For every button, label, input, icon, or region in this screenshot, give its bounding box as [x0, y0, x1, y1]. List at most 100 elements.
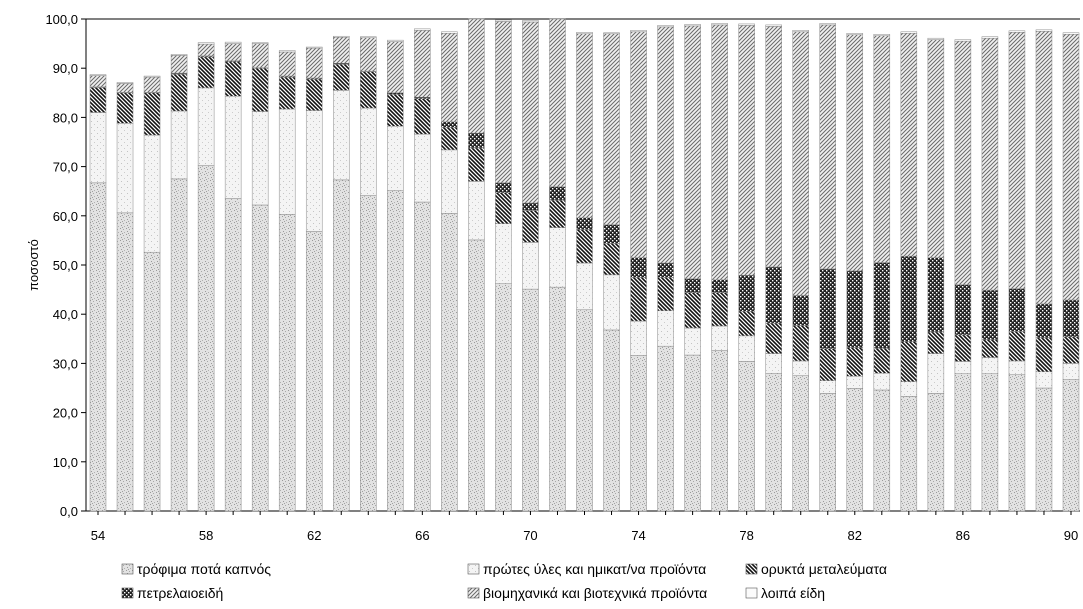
bar-segment-3 — [576, 229, 593, 264]
bar-segment-1 — [333, 179, 350, 512]
bar-segment-5 — [414, 30, 431, 98]
bar-segment-3 — [143, 92, 161, 136]
bar-segment-3 — [819, 348, 836, 381]
bar-segment-2 — [981, 357, 999, 374]
bar-segment-2 — [873, 372, 891, 391]
bar-segment-5 — [819, 24, 836, 270]
bar-segment-3 — [873, 347, 891, 374]
bar-segment-3 — [278, 76, 296, 110]
bar-segment-5 — [900, 33, 918, 257]
bar-segment-3 — [333, 64, 350, 91]
bar-segment-6 — [873, 34, 891, 36]
bar-segment-3 — [792, 325, 809, 362]
bar-segment-2 — [116, 123, 134, 214]
bar-segment-4 — [1035, 303, 1053, 339]
bar-segment-2 — [927, 353, 945, 394]
bar-segment-5 — [170, 55, 188, 74]
bar-segment-5 — [1035, 31, 1053, 305]
bar-segment-6 — [305, 46, 323, 49]
bar-segment-6 — [143, 75, 161, 78]
bar-segment-2 — [414, 133, 431, 203]
bar-segment-6 — [1008, 30, 1026, 33]
bar-segment-1 — [765, 372, 782, 512]
bar-segment-4 — [819, 268, 836, 349]
bar-segment-6 — [1035, 29, 1053, 32]
legend-swatch-2 — [467, 563, 480, 575]
bar-segment-2 — [224, 95, 242, 199]
bar-segment-3 — [765, 322, 782, 354]
x-tick-label: 66 — [415, 528, 429, 543]
x-tick-label: 82 — [848, 528, 862, 543]
bar-segment-3 — [846, 347, 864, 377]
bar-segment-6 — [1062, 32, 1080, 35]
bar-segment-1 — [522, 288, 539, 512]
y-tick-label: 20,0 — [53, 406, 78, 421]
legend: τρόφιμα ποτά καπνός πρώτες ύλες και ημικα… — [121, 561, 887, 601]
bar-segment-2 — [1062, 363, 1080, 380]
bar-segment-2 — [1008, 360, 1026, 375]
bar-segment-4 — [603, 224, 620, 244]
bar-segment-6 — [900, 31, 918, 34]
bar-segment-6 — [576, 32, 593, 35]
bar-segment-2 — [360, 107, 377, 196]
bar-segment-5 — [305, 47, 323, 79]
bar-segment-3 — [630, 277, 647, 322]
bar-segment-2 — [468, 181, 485, 241]
bar-segment-5 — [1062, 34, 1080, 301]
plot-area: 0,0 10,0 20,0 30,0 40,0 50,0 60,0 70,0 80,0 90,0 1… — [45, 12, 1080, 543]
bar-segment-6 — [441, 31, 458, 34]
bar-segment-4 — [846, 270, 864, 348]
bar-segment-2 — [711, 325, 728, 351]
bar-segment-5 — [224, 43, 242, 62]
bar-segment-1 — [873, 389, 891, 512]
bar-segment-5 — [981, 37, 999, 291]
bar-segment-3 — [549, 199, 566, 228]
bar-segment-6 — [251, 42, 269, 44]
bar-segment-6 — [765, 24, 782, 27]
bar-segment-5 — [522, 21, 539, 204]
bar-segment-5 — [116, 83, 134, 93]
bar-segment-6 — [522, 20, 539, 23]
bar-segment-6 — [927, 37, 945, 40]
bar-segment-4 — [468, 132, 485, 149]
bar-segment-6 — [197, 42, 215, 45]
bar-segment-2 — [441, 149, 458, 214]
bar-segment-2 — [522, 242, 539, 290]
bar-segment-5 — [89, 75, 107, 88]
bar-segment-2 — [251, 111, 269, 206]
bar-segment-1 — [1035, 387, 1053, 512]
y-tick-label: 70,0 — [53, 160, 78, 175]
bar-segment-1 — [981, 373, 999, 512]
legend-label-5: βιομηχανικά και βιοτεχνικά προϊόντα — [483, 585, 707, 601]
bar-segment-5 — [792, 31, 809, 296]
bar-segment-2 — [387, 126, 404, 191]
y-tick-label: 0,0 — [60, 504, 78, 519]
x-tick-label: 86 — [956, 528, 970, 543]
bar-segment-1 — [792, 375, 809, 512]
bar-segment-4 — [1008, 288, 1026, 332]
bar-segment-1 — [576, 309, 593, 512]
bar-segment-6 — [657, 25, 674, 28]
bar-segment-3 — [522, 210, 539, 243]
bar-segment-3 — [89, 87, 107, 113]
bar-segment-5 — [576, 33, 593, 219]
bar-segment-3 — [900, 341, 918, 382]
bar-segment-5 — [441, 33, 458, 123]
bar-segment-2 — [143, 134, 161, 253]
bars-group — [89, 18, 1080, 512]
bar-segment-1 — [224, 198, 242, 512]
bar-segment-5 — [1008, 32, 1026, 289]
legend-label-6: λοιπά είδη — [761, 585, 825, 601]
bar-segment-4 — [981, 289, 999, 341]
bar-segment-3 — [360, 71, 377, 109]
bar-segment-3 — [197, 56, 215, 89]
bar-segment-4 — [684, 278, 701, 293]
bar-segment-4 — [792, 295, 809, 326]
bar-segment-1 — [468, 239, 485, 512]
bar-segment-5 — [873, 35, 891, 263]
legend-swatch-1 — [121, 563, 134, 575]
bar-segment-6 — [495, 19, 512, 22]
bar-segment-4 — [576, 217, 593, 230]
y-tick-label: 100,0 — [45, 12, 78, 27]
